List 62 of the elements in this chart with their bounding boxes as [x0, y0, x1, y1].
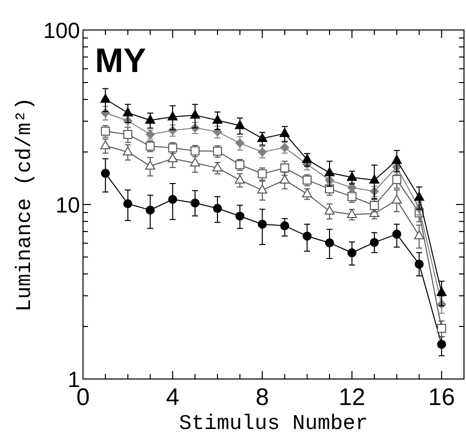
- x-tick-label: 4: [166, 384, 180, 411]
- point: [302, 232, 312, 241]
- point: [234, 120, 245, 130]
- point: [190, 110, 200, 119]
- point: [414, 230, 424, 240]
- point: [123, 130, 132, 139]
- point: [190, 198, 200, 208]
- point: [168, 153, 178, 162]
- point: [370, 238, 379, 247]
- point: [258, 220, 267, 229]
- point: [145, 114, 156, 124]
- point: [168, 194, 178, 204]
- point: [324, 206, 335, 215]
- point: [122, 107, 133, 116]
- point: [100, 94, 110, 103]
- point: [100, 140, 110, 150]
- x-tick-label: 8: [256, 384, 269, 411]
- point: [123, 199, 132, 208]
- point: [414, 192, 424, 201]
- point: [437, 340, 446, 349]
- point: [302, 188, 312, 198]
- point: [436, 287, 447, 296]
- point: [392, 230, 402, 239]
- point: [370, 200, 379, 210]
- point: [145, 160, 156, 170]
- point: [280, 174, 290, 184]
- y-tick-label: 10: [56, 192, 80, 218]
- x-tick-label: 12: [338, 384, 366, 411]
- point: [414, 260, 424, 269]
- x-tick-label: 16: [428, 384, 455, 411]
- point: [212, 162, 222, 172]
- point: [392, 194, 402, 204]
- point: [257, 184, 268, 194]
- point: [437, 324, 446, 333]
- point: [235, 212, 244, 221]
- point: [212, 114, 222, 124]
- point: [280, 221, 290, 230]
- point: [324, 167, 335, 176]
- point: [392, 175, 402, 184]
- point: [168, 111, 178, 120]
- chart-title: MY: [95, 42, 146, 80]
- point: [302, 154, 312, 164]
- point: [347, 248, 356, 258]
- point: [257, 132, 268, 142]
- point: [280, 128, 290, 138]
- point: [346, 208, 357, 218]
- point: [212, 204, 222, 213]
- point: [234, 174, 245, 184]
- point: [280, 163, 290, 172]
- point: [258, 169, 267, 178]
- x-axis-title: Stimulus Number: [178, 413, 368, 436]
- point: [190, 157, 200, 166]
- point: [100, 168, 110, 178]
- point: [346, 172, 357, 181]
- point: [392, 154, 402, 164]
- point: [122, 146, 133, 156]
- point: [235, 138, 244, 148]
- point: [369, 174, 380, 184]
- y-tick-label: 100: [43, 18, 80, 43]
- y-axis-title: Luminance (cd/m²): [14, 97, 37, 312]
- point: [325, 238, 334, 248]
- point: [146, 206, 155, 215]
